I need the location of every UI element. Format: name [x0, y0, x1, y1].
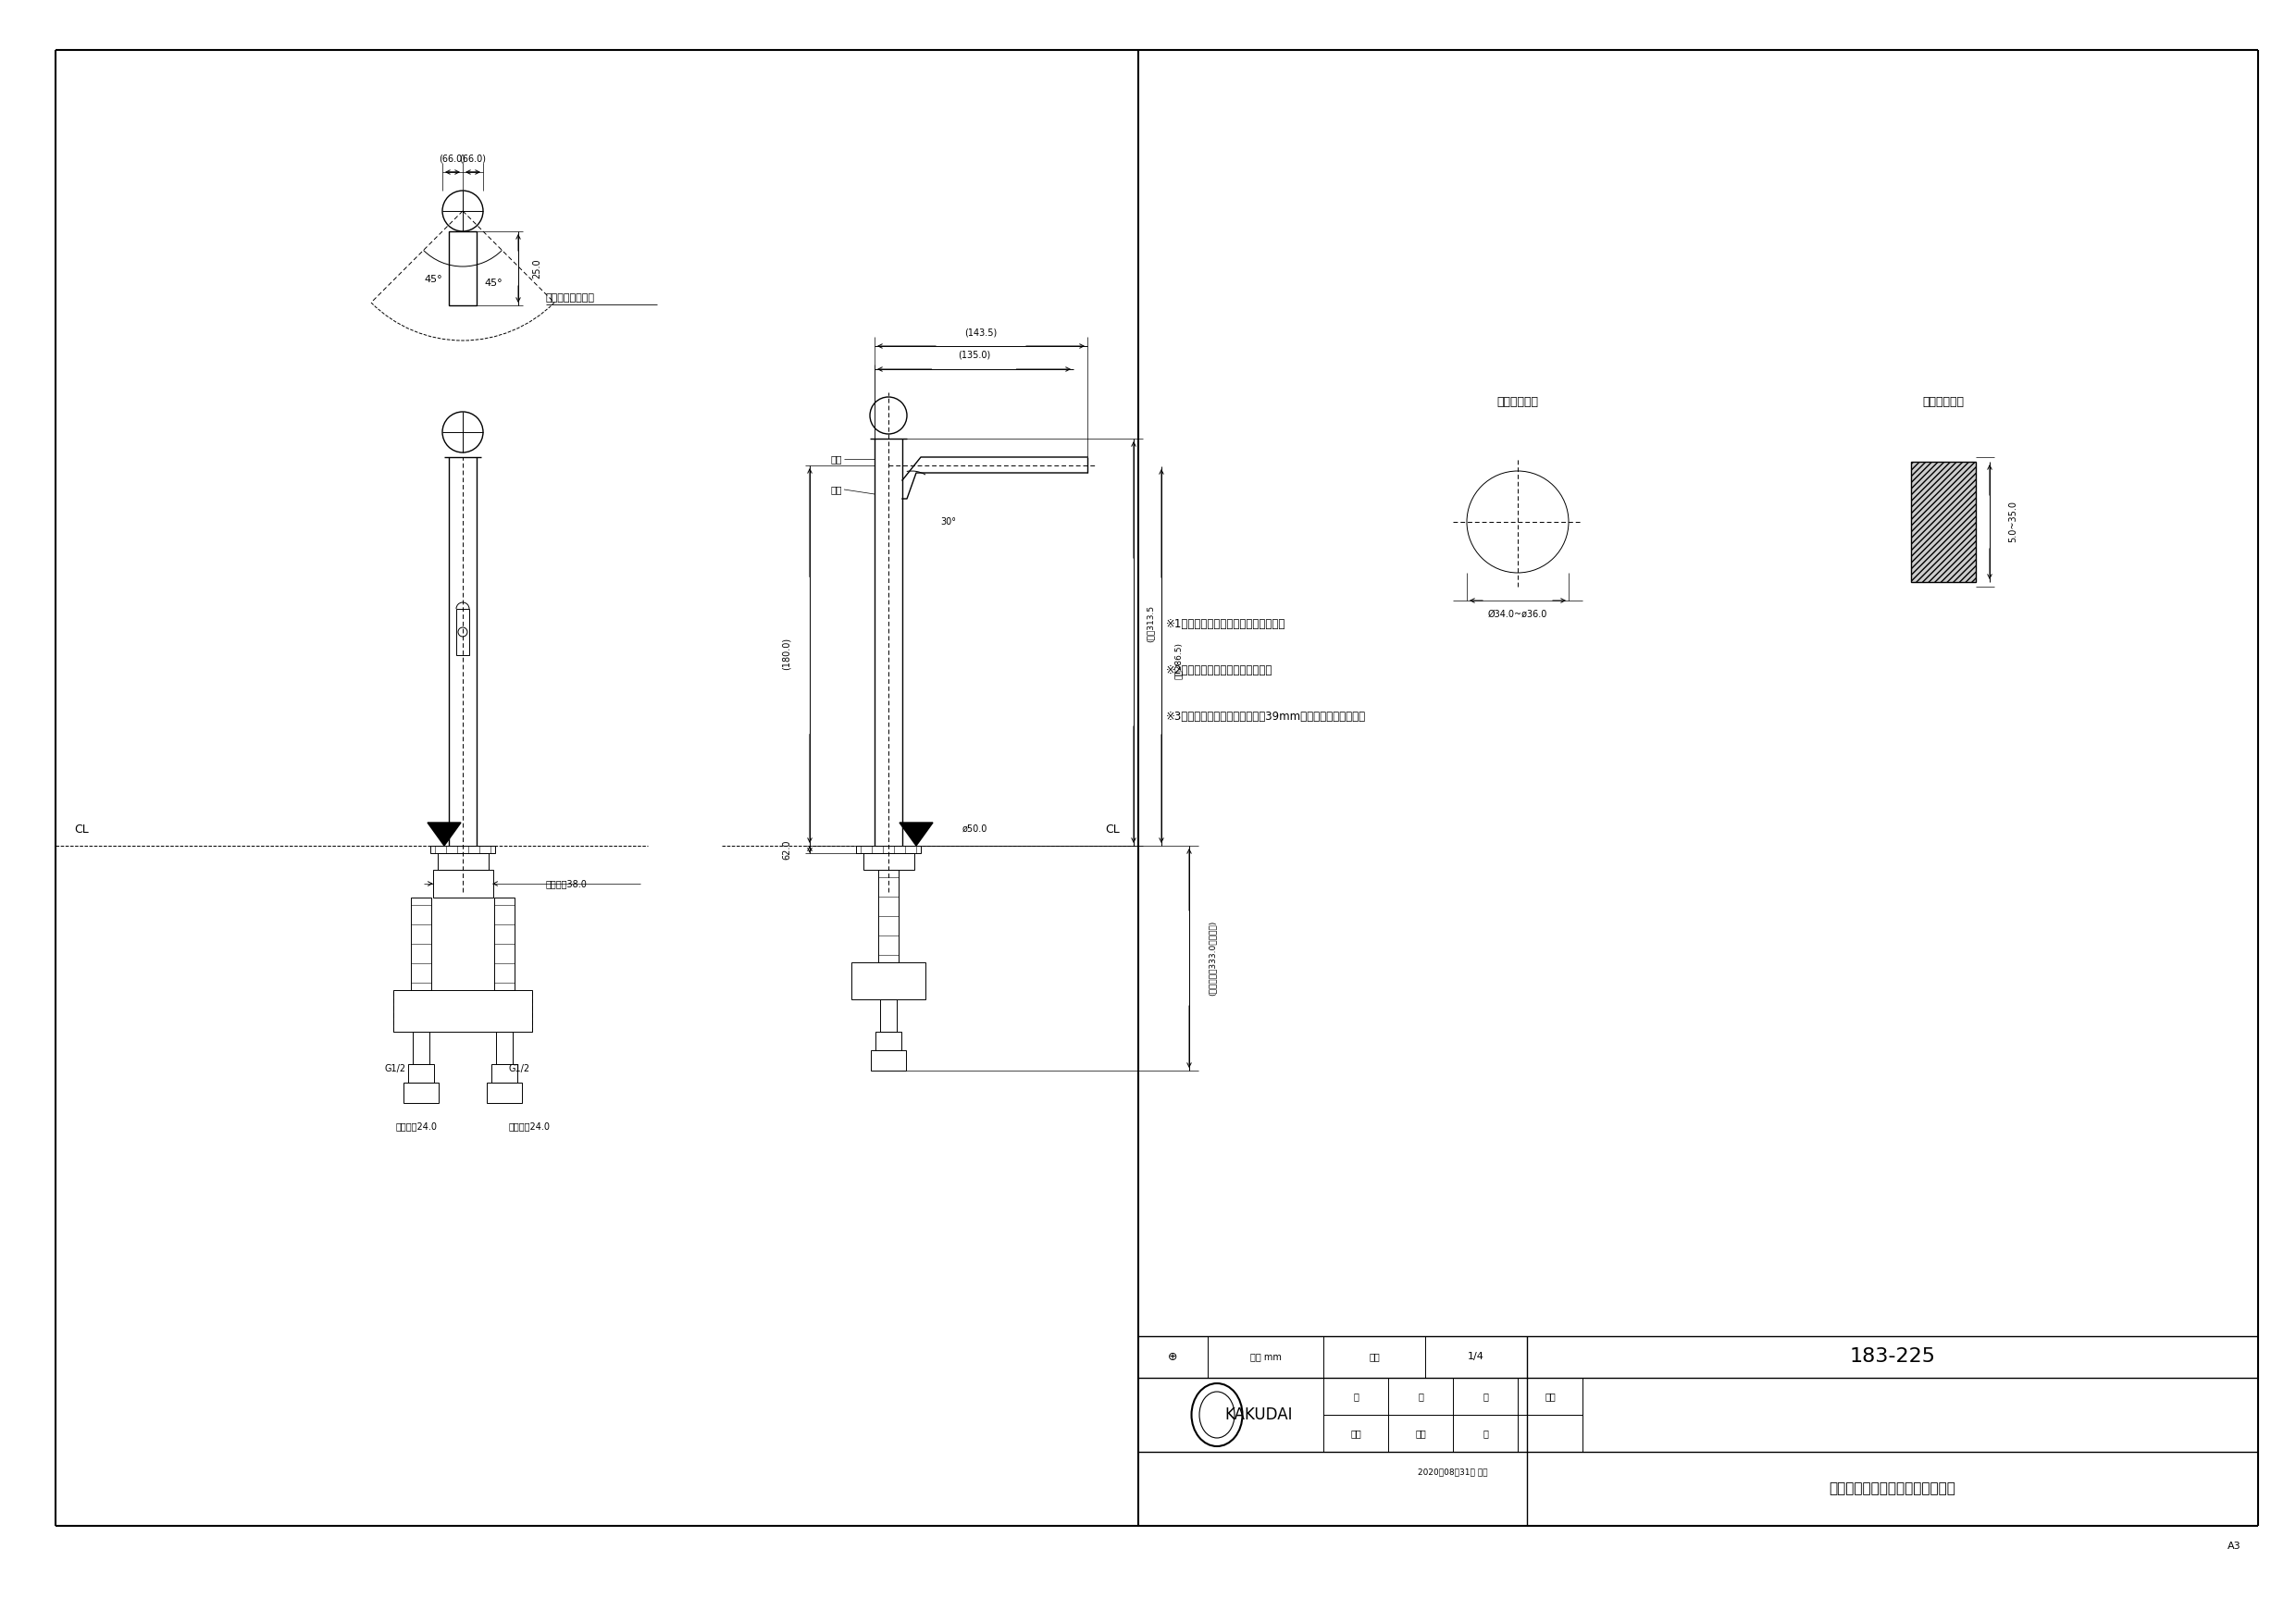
Text: CL: CL	[1104, 823, 1120, 836]
Text: (66.0): (66.0)	[459, 154, 487, 164]
Text: ※2　止水栓を必ず設置すること。: ※2 止水栓を必ず設置すること。	[1166, 664, 1272, 675]
Bar	[852, 962, 925, 1000]
Bar	[494, 898, 514, 990]
Text: 祝: 祝	[1483, 1428, 1488, 1438]
Text: CL: CL	[73, 823, 90, 836]
Text: (180.0): (180.0)	[783, 638, 792, 670]
Text: KAKUDAI: KAKUDAI	[1224, 1407, 1293, 1423]
Text: 45°: 45°	[484, 279, 503, 287]
Text: 六角対辺38.0: 六角対辺38.0	[546, 880, 588, 888]
Text: 有効286.5): 有効286.5)	[1173, 643, 1182, 678]
Text: 単位 mm: 単位 mm	[1249, 1352, 1281, 1362]
Text: 183-225: 183-225	[1851, 1347, 1936, 1367]
Bar	[863, 854, 914, 870]
Bar	[411, 898, 432, 990]
Text: ※1　（　）内寸法は参考寸法である。: ※1 （ ）内寸法は参考寸法である。	[1166, 618, 1286, 630]
Text: (取付堅より333.0　最長値): (取付堅より333.0 最長値)	[1208, 920, 1217, 997]
Bar	[457, 609, 468, 656]
Polygon shape	[427, 823, 461, 846]
Polygon shape	[900, 823, 932, 846]
Bar	[1910, 461, 1977, 583]
Text: 黒崎: 黒崎	[1350, 1428, 1362, 1438]
Text: 2020年08月31日 作成: 2020年08月31日 作成	[1419, 1469, 1488, 1477]
Text: 六角対辺24.0: 六角対辺24.0	[510, 1121, 551, 1131]
Text: 45°: 45°	[425, 274, 443, 284]
Text: ⊕: ⊕	[1169, 1350, 1178, 1363]
Bar	[413, 1032, 429, 1065]
Bar	[856, 846, 921, 854]
Text: 5.0~35.0: 5.0~35.0	[2009, 502, 2018, 542]
Text: 図: 図	[1483, 1391, 1488, 1401]
Text: (全長313.5: (全長313.5	[1146, 605, 1155, 643]
Text: ※3　ブレードホースは曲げ半彄39mm以上を確保すること。: ※3 ブレードホースは曲げ半彄39mm以上を確保すること。	[1166, 711, 1366, 722]
Bar	[870, 1050, 907, 1071]
Text: ø50.0: ø50.0	[962, 824, 987, 834]
Text: Ø34.0~ø36.0: Ø34.0~ø36.0	[1488, 610, 1548, 618]
Text: 止水: 止水	[831, 485, 843, 493]
Bar	[879, 1000, 898, 1032]
Text: G1/2: G1/2	[510, 1065, 530, 1073]
Text: A3: A3	[2227, 1542, 2241, 1552]
Text: (135.0): (135.0)	[957, 351, 990, 360]
Bar	[404, 1083, 439, 1104]
Bar	[393, 990, 533, 1032]
Text: 天板締付範囲: 天板締付範囲	[1922, 396, 1965, 407]
Bar	[491, 1065, 517, 1083]
Bar	[448, 232, 478, 305]
Bar	[409, 1065, 434, 1083]
Text: 承認: 承認	[1545, 1391, 1554, 1401]
Text: 山田: 山田	[1414, 1428, 1426, 1438]
Text: 六角対辺24.0: 六角対辺24.0	[395, 1121, 436, 1131]
Text: 30°: 30°	[941, 518, 957, 526]
Bar	[487, 1083, 521, 1104]
Bar	[875, 1032, 902, 1050]
Bar	[434, 870, 494, 898]
Text: 天板取付穴径: 天板取付穴径	[1497, 396, 1538, 407]
Text: (143.5): (143.5)	[964, 328, 996, 338]
Text: 25.0: 25.0	[533, 258, 542, 279]
Text: 検: 検	[1419, 1391, 1424, 1401]
Text: 62.0: 62.0	[783, 839, 792, 860]
Text: 製: 製	[1352, 1391, 1359, 1401]
Text: 吐水: 吐水	[831, 454, 843, 464]
Bar	[496, 1032, 512, 1065]
Text: G1/2: G1/2	[383, 1065, 406, 1073]
Text: 尺度: 尺度	[1368, 1352, 1380, 1362]
Bar	[429, 846, 496, 854]
Text: 1/4: 1/4	[1467, 1352, 1483, 1362]
Text: ハンドル回転角度: ハンドル回転角度	[546, 294, 595, 302]
Bar	[439, 854, 489, 870]
Text: (66.0): (66.0)	[439, 154, 466, 164]
Bar	[879, 870, 898, 962]
Text: シングルレバー混合栓（ミドル）: シングルレバー混合栓（ミドル）	[1830, 1482, 1956, 1496]
